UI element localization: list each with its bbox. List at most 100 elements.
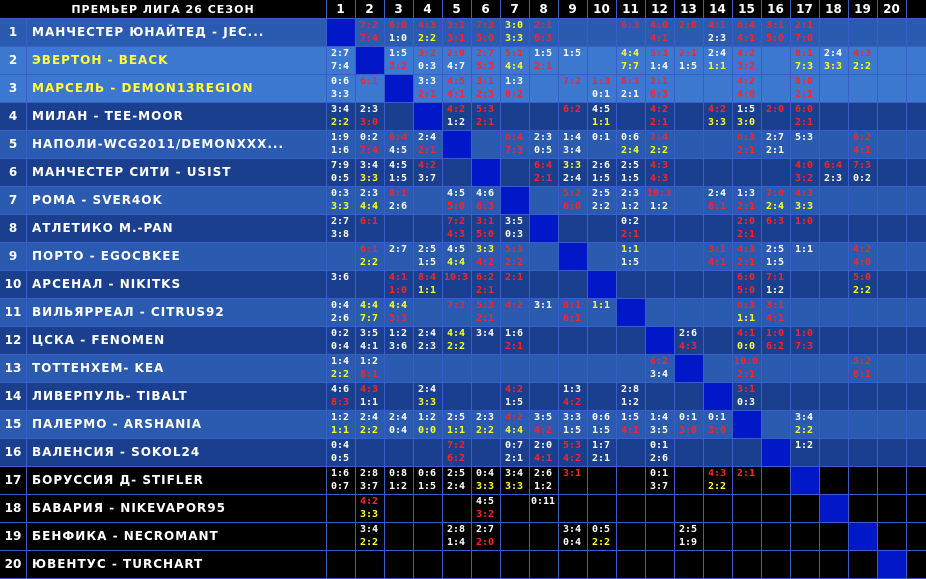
- diagonal-cell: [762, 438, 790, 466]
- first-leg-score: 2:6: [591, 160, 611, 171]
- second-leg-score: 4:5: [388, 145, 408, 156]
- result-cell: 2:4 2:2: [356, 410, 382, 438]
- first-leg-score: 2:4: [388, 412, 408, 423]
- result-cell: 8:0 2:1: [791, 74, 817, 102]
- result-cell: 0:1 2:6: [646, 438, 672, 466]
- result-cell: 5:1 4:4: [501, 46, 527, 74]
- diagonal-cell: [530, 214, 558, 242]
- second-leg-score: 2:1: [794, 89, 814, 100]
- result-cell: 1:2 8:1: [356, 354, 382, 382]
- diagonal-cell: [588, 270, 616, 298]
- diagonal-cell: [878, 550, 906, 578]
- diagonal-cell: [849, 522, 877, 550]
- first-leg-score: 6:0: [736, 272, 756, 283]
- second-leg-score: 5:0: [736, 285, 756, 296]
- second-leg-score: 4:1: [649, 33, 669, 44]
- first-leg-score: 3:1: [533, 300, 553, 311]
- result-cell: 4:2 1:2: [443, 102, 469, 130]
- result-cell: 2:4 3:3: [820, 46, 846, 74]
- second-leg-score: 8:1: [359, 369, 379, 380]
- first-leg-score: 5:3: [504, 244, 524, 255]
- second-leg-score: 7:3: [794, 341, 814, 352]
- column-header-5: 5: [452, 2, 461, 16]
- result-cell: 6:3: [617, 18, 643, 46]
- second-leg-score: 2:2: [359, 537, 379, 548]
- first-leg-score: 2:7: [330, 48, 350, 59]
- second-leg-score: 1:5: [504, 397, 524, 408]
- result-cell: 0:3 3:3: [327, 186, 353, 214]
- result-cell: 2:7 2:0: [472, 522, 498, 550]
- team-rank: 6: [8, 165, 18, 179]
- result-cell: 3:1 0:3: [733, 382, 759, 410]
- first-leg-score: 3:1: [707, 244, 727, 255]
- result-cell: 7:9 0:5: [327, 158, 353, 186]
- second-leg-score: 5:0: [765, 33, 785, 44]
- result-cell: 3:5 4:2: [530, 410, 556, 438]
- result-cell: 2:0 4:1: [530, 438, 556, 466]
- result-cell: 0:1: [588, 130, 614, 158]
- first-leg-score: 7:4: [649, 132, 669, 143]
- result-cell: 6:2: [559, 102, 585, 130]
- first-leg-score: 4:2: [446, 104, 466, 115]
- team-name: ПОРТО - EGOCBKEE: [32, 249, 181, 263]
- result-cell: 3:1 3:1: [443, 18, 469, 46]
- result-cell: 2:7 3:8: [327, 214, 353, 242]
- second-leg-score: 1:5: [591, 173, 611, 184]
- diagonal-cell: [617, 298, 645, 326]
- team-name: НАПОЛИ-WCG2011/DEMONXXX...: [32, 137, 285, 151]
- first-leg-score: 4:2: [417, 160, 437, 171]
- result-cell: 7:2 7:4: [356, 18, 382, 46]
- second-leg-score: 3:2: [388, 61, 408, 72]
- first-leg-score: 2:6: [533, 468, 553, 479]
- second-leg-score: 1:5: [417, 257, 437, 268]
- first-leg-score: 0:1: [649, 468, 669, 479]
- result-cell: 1:2 1:1: [327, 410, 353, 438]
- result-cell: 2:4 2:3: [414, 326, 440, 354]
- second-leg-score: 3:3: [330, 201, 350, 212]
- result-cell: 1:3 2:1: [733, 186, 759, 214]
- first-leg-score: 2:1: [533, 20, 553, 31]
- result-cell: 6:1: [356, 214, 382, 242]
- result-cell: 6:2 2:1: [472, 270, 498, 298]
- result-cell: 3:3 2:1: [414, 74, 440, 102]
- first-leg-score: 3:5: [504, 216, 524, 227]
- result-cell: 3:6: [327, 270, 353, 298]
- second-leg-score: 0:7: [330, 481, 350, 492]
- second-leg-score: 4:4: [504, 425, 524, 436]
- result-cell: 2:7: [385, 242, 411, 270]
- result-cell: 3:2 0:3: [414, 46, 440, 74]
- first-leg-score: 0:6: [417, 468, 437, 479]
- table-row: 4 МИЛАН - TEE-MOOR 3:4 2:2 2:3 3:0 4:2 1:2 5:3 2:…: [0, 102, 926, 130]
- first-leg-score: 2:1: [678, 48, 698, 59]
- first-leg-score: 0:5: [591, 524, 611, 535]
- diagonal-cell: [385, 74, 413, 102]
- team-rank: 1: [8, 25, 18, 39]
- result-cell: 0:6 1:5: [414, 466, 440, 494]
- result-cell: 6:0 5:0: [733, 270, 759, 298]
- second-leg-score: 1:2: [765, 285, 785, 296]
- result-cell: 7:1 1:2: [762, 270, 788, 298]
- second-leg-score: 1:5: [678, 61, 698, 72]
- first-leg-score: 2:0: [678, 20, 698, 31]
- second-leg-score: 2:1: [736, 201, 756, 212]
- column-header-7: 7: [510, 2, 519, 16]
- first-leg-score: 3:1: [475, 216, 495, 227]
- table-row: 8 АТЛЕТИКО М.-PAN 2:7 3:8 6:1 7:2 4:3 3:1 5:0 3:5…: [0, 214, 926, 242]
- first-leg-score: 4:6: [475, 188, 495, 199]
- first-leg-score: 4:2: [852, 244, 872, 255]
- second-leg-score: 4:1: [765, 313, 785, 324]
- column-header-10: 10: [593, 2, 610, 16]
- first-leg-score: 2:0: [765, 104, 785, 115]
- second-leg-score: 5:3: [475, 61, 495, 72]
- second-leg-score: 2:3: [417, 341, 437, 352]
- second-leg-score: 6:2: [765, 341, 785, 352]
- first-leg-score: 4:0: [794, 160, 814, 171]
- first-leg-score: 2:0: [533, 440, 553, 451]
- team-name: БЕНФИКА - NECROMANT: [32, 529, 219, 543]
- result-cell: 6:4 2:3: [820, 158, 846, 186]
- first-leg-score: 0:4: [475, 468, 495, 479]
- second-leg-score: 2:3: [707, 33, 727, 44]
- first-leg-score: 3:1: [765, 20, 785, 31]
- second-leg-score: 2:2: [475, 425, 495, 436]
- first-leg-score: 8:1: [794, 48, 814, 59]
